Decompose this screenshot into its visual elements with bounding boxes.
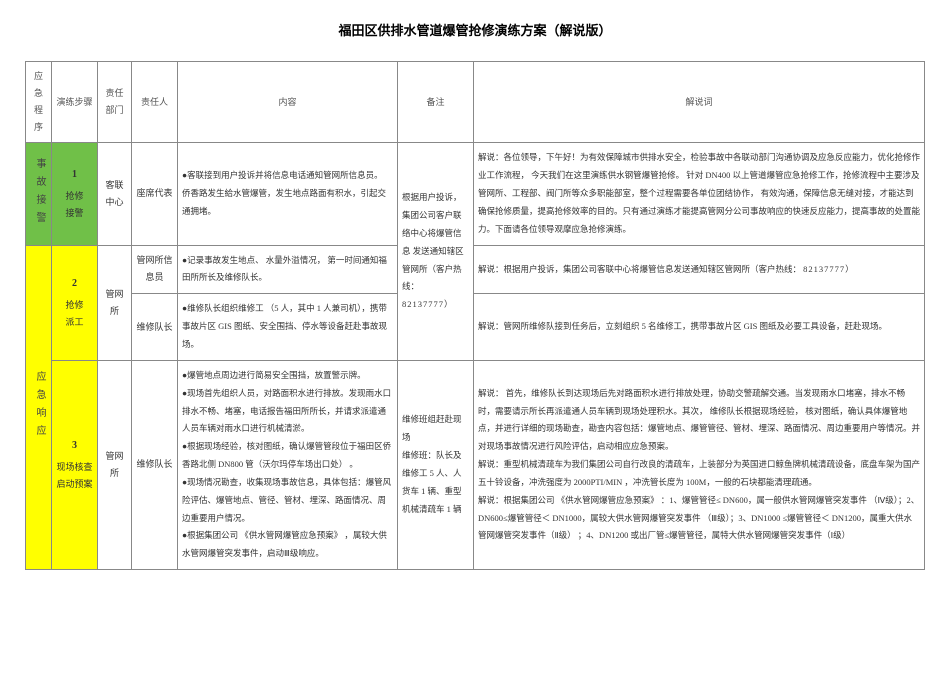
step3-dept: 管网所 [98, 360, 132, 569]
step2a-content: ●记录事故发生地点、 水量外溢情况， 第一时间通知福田所所长及维修队长。 [178, 245, 398, 294]
step1-cell: 1 抢修接警 [52, 143, 98, 245]
col-person: 责任人 [132, 62, 178, 143]
step3-person: 维修队长 [132, 360, 178, 569]
step3-cell: 3 现场核查启动预案 [52, 360, 98, 569]
row-step1: 事故接警 1 抢修接警 客联中心 座席代表 ●客联接到用户投诉并将信息电话通知管… [26, 143, 925, 245]
col-step: 演练步骤 [52, 62, 98, 143]
step2-cell: 2 抢修派工 [52, 245, 98, 360]
table-header-row: 应急程序 演练步骤 责任部门 责任人 内容 备注 解说词 [26, 62, 925, 143]
row-step2a: 应急响应 2 抢修派工 管网所 管网所信息员 ●记录事故发生地点、 水量外溢情况… [26, 245, 925, 294]
step2b-content: ●维修队长组织维修工 （5 人，其中 1 人兼司机），携带事故片区 GIS 图纸… [178, 294, 398, 361]
step2b-person: 维修队长 [132, 294, 178, 361]
col-content: 内容 [178, 62, 398, 143]
step3-remark: 维修班组赶赴现场维修班：队长及维修工 5 人、人货车 1 辆、重型机械清疏车 1… [398, 360, 474, 569]
step2b-narration: 解说：管网所维修队接到任务后，立刻组织 5 名维修工，携带事故片区 GIS 图纸… [474, 294, 925, 361]
step3-content: ●爆管地点周边进行简易安全围挡，放置警示牌。●现场首先组织人员，对路面积水进行排… [178, 360, 398, 569]
phase1-label: 事故接警 [26, 143, 52, 245]
row-step2b: 维修队长 ●维修队长组织维修工 （5 人，其中 1 人兼司机），携带事故片区 G… [26, 294, 925, 361]
step1-dept: 客联中心 [98, 143, 132, 245]
step3-narration: 解说： 首先，维修队长到达现场后先对路面积水进行排放处理，协助交警疏解交通。当发… [474, 360, 925, 569]
step2a-person: 管网所信息员 [132, 245, 178, 294]
phase2-label: 应急响应 [26, 245, 52, 570]
col-procedure: 应急程序 [26, 62, 52, 143]
step2-dept: 管网所 [98, 245, 132, 360]
step1-content: ●客联接到用户投诉并将信息电话通知管网所信息员。 侨香路发生給水管爆管，发生地点… [178, 143, 398, 245]
step1-narration: 解说：各位领导，下午好！为有效保障城市供排水安全，检验事故中各联动部门沟通协调及… [474, 143, 925, 245]
step2a-narration: 解说：根据用户投诉，集团公司客联中心将爆管信息发送通知辖区管网所（客户热线： 8… [474, 245, 925, 294]
doc-title: 福田区供排水管道爆管抢修演练方案（解说版） [25, 20, 925, 39]
col-narration: 解说词 [474, 62, 925, 143]
step1-person: 座席代表 [132, 143, 178, 245]
col-dept: 责任部门 [98, 62, 132, 143]
plan-table: 应急程序 演练步骤 责任部门 责任人 内容 备注 解说词 事故接警 1 抢修接警… [25, 61, 925, 570]
col-remark: 备注 [398, 62, 474, 143]
remark-merged: 根据用户投诉，集团公司客户联络中心将爆管信息 发送通知辖区管网所（客户热线： 8… [398, 143, 474, 360]
